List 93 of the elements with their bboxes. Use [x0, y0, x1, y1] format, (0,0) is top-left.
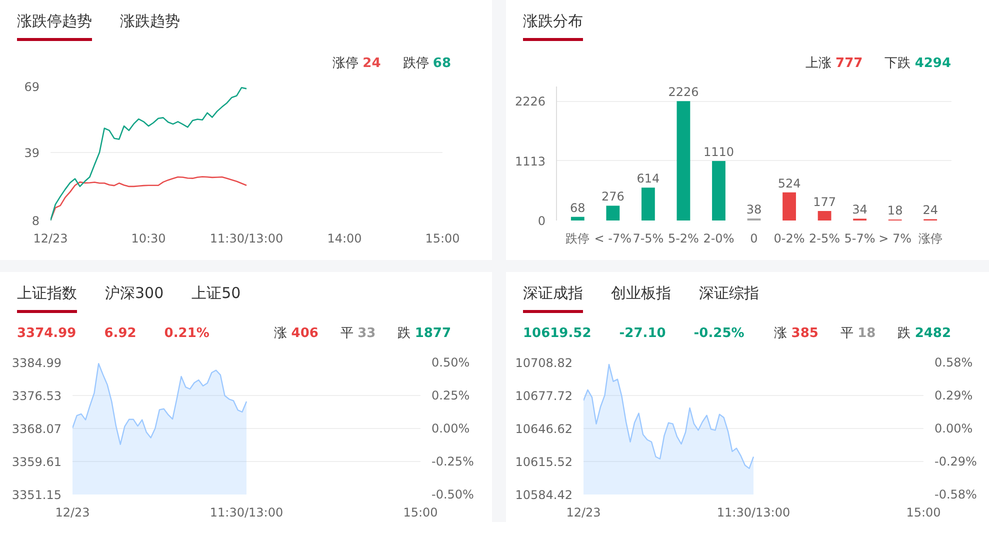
data-label: 2226 — [668, 85, 699, 100]
x-tick-label: 0 — [750, 232, 758, 246]
y2-tick-label: -0.25% — [432, 454, 474, 468]
data-label: 34 — [852, 202, 868, 217]
chart-title: 上证指数 — [17, 283, 77, 314]
y-tick-label: 10615.52 — [515, 455, 573, 469]
bar — [570, 216, 584, 220]
x-tick-label: 11:30/13:00 — [716, 506, 790, 520]
y-tick-label: 2226 — [514, 94, 546, 109]
bar — [676, 101, 690, 220]
x-tick-label: 10:30 — [131, 232, 166, 246]
text: 3374.99 — [17, 325, 76, 344]
x-tick-label: 0-2% — [774, 232, 805, 246]
y-tick-label: 3368.07 — [12, 422, 62, 436]
data-label: 276 — [601, 190, 624, 204]
x-tick-label: 11:30/13:00 — [210, 506, 284, 520]
x-tick-label: 14:00 — [327, 232, 362, 246]
text: -27.10 — [619, 325, 666, 344]
text: 上涨 777 — [805, 56, 863, 72]
y-tick-label: 3359.61 — [12, 455, 62, 469]
text: 平 18 — [840, 326, 876, 342]
text: 涨 406 — [274, 326, 318, 342]
y-tick-label: 3384.99 — [12, 356, 62, 370]
x-tick-label: 涨停 — [918, 232, 942, 246]
text: 10619.52 — [523, 325, 592, 344]
x-tick-label: 15:00 — [906, 506, 941, 520]
y-tick-label: 0 — [538, 214, 546, 228]
x-tick-label: 11:30/13:00 — [210, 232, 284, 246]
chart-title: 深证成指 — [523, 283, 583, 314]
y2-tick-label: -0.29% — [934, 454, 977, 468]
text: 涨 385 — [774, 326, 818, 342]
y2-tick-label: 0.58% — [934, 356, 973, 370]
y2-tick-label: -0.50% — [432, 488, 474, 502]
data-label: 18 — [887, 204, 903, 218]
bar — [606, 206, 620, 220]
line-series — [50, 176, 248, 220]
x-tick-label: 7-5% — [632, 232, 664, 246]
line-series — [50, 86, 248, 220]
data-label: 68 — [570, 200, 586, 215]
bar — [818, 211, 832, 220]
y-tick-label: 10584.42 — [515, 488, 573, 502]
bar — [712, 161, 726, 220]
text: 涨停 24 — [332, 56, 381, 72]
text: 跌 1877 — [398, 326, 451, 342]
text: 涨跌趋势 — [120, 11, 180, 32]
x-tick-label: 跌停 — [566, 232, 590, 246]
data-label: 38 — [746, 202, 762, 216]
text: 沪深300 — [105, 283, 164, 304]
y-tick-label: 39 — [24, 146, 40, 160]
chart-title: 涨跌停趋势 — [17, 11, 92, 42]
data-label: 24 — [922, 203, 938, 218]
text: 下跌 4294 — [884, 56, 951, 72]
y-tick-label: 10646.62 — [515, 422, 573, 436]
y2-tick-label: 0.29% — [934, 388, 973, 402]
text: 深证综指 — [699, 283, 759, 304]
text: 平 33 — [340, 326, 376, 342]
y2-tick-label: 0.25% — [432, 388, 470, 402]
x-tick-label: 5-7% — [844, 232, 876, 246]
text: -0.25% — [694, 325, 744, 344]
x-tick-label: 5-2% — [668, 232, 699, 246]
x-tick-label: < -7% — [594, 232, 632, 246]
y2-tick-label: -0.58% — [934, 488, 977, 502]
text: 跌 2482 — [898, 326, 951, 342]
x-tick-label: 12/23 — [33, 232, 68, 246]
x-tick-label: > 7% — [878, 232, 912, 246]
bar — [641, 188, 655, 220]
y-tick-label: 3376.53 — [12, 389, 62, 403]
data-label: 1110 — [703, 145, 734, 160]
x-tick-label: 15:00 — [403, 506, 438, 520]
chart-title: 涨跌分布 — [523, 11, 583, 42]
y-tick-label: 1113 — [514, 154, 546, 168]
text: 跌停 68 — [402, 56, 451, 72]
bar — [782, 192, 796, 220]
y-tick-label: 10708.82 — [515, 356, 573, 370]
x-tick-label: 15:00 — [425, 232, 460, 246]
y-tick-label: 3351.15 — [12, 488, 62, 502]
x-tick-label: 2-5% — [809, 232, 840, 246]
y-tick-label: 69 — [24, 80, 40, 94]
y2-tick-label: 0.00% — [934, 422, 973, 436]
x-tick-label: 12/23 — [55, 506, 90, 520]
text: 上证50 — [192, 283, 241, 304]
x-tick-label: 2-0% — [703, 232, 734, 246]
text: 6.92 — [104, 325, 136, 344]
y2-tick-label: 0.50% — [432, 356, 470, 370]
data-label: 614 — [636, 172, 660, 186]
y-tick-label: 10677.72 — [515, 389, 573, 403]
x-tick-label: 12/23 — [566, 506, 601, 520]
text: 创业板指 — [611, 283, 671, 304]
text: 0.21% — [164, 325, 210, 344]
y-tick-label: 8 — [32, 214, 40, 228]
data-label: 177 — [813, 195, 836, 210]
y2-tick-label: 0.00% — [432, 422, 470, 436]
data-label: 524 — [778, 176, 801, 190]
